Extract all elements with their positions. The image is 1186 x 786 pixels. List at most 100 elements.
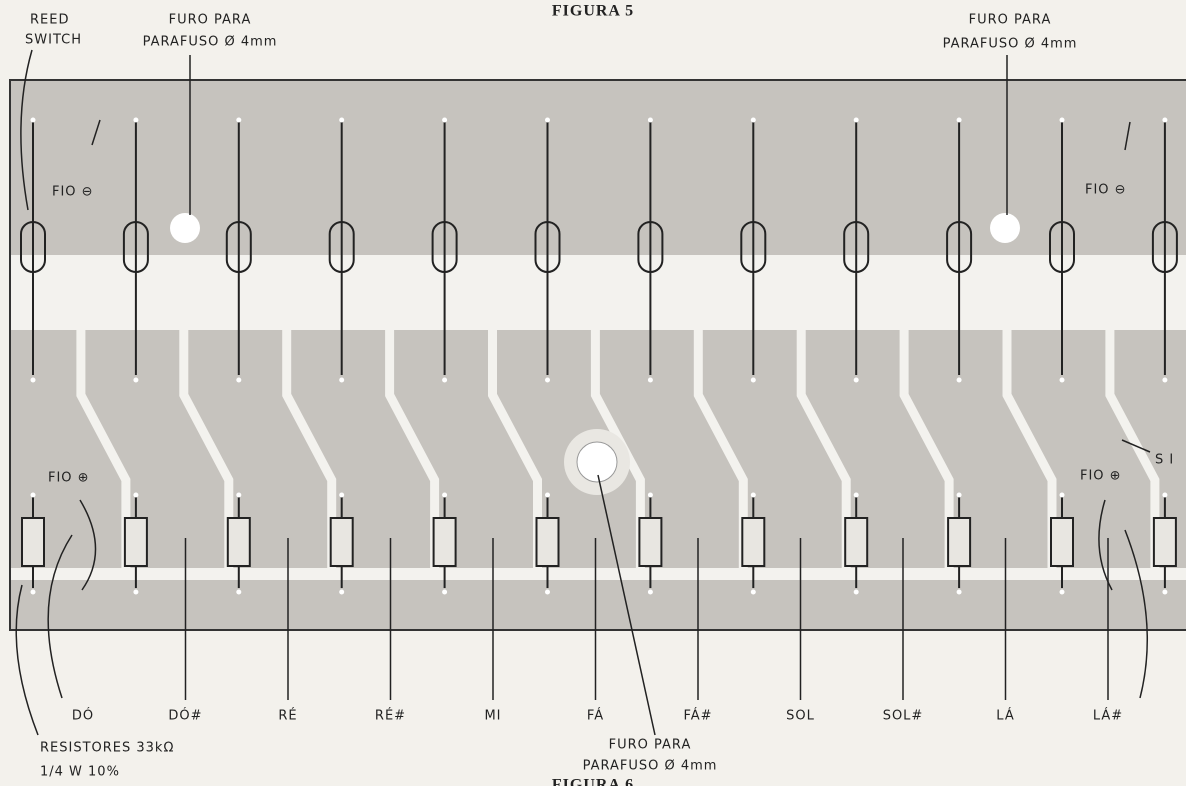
pad xyxy=(853,377,859,383)
pad xyxy=(133,492,139,498)
resistor xyxy=(329,517,354,567)
pad xyxy=(956,492,962,498)
pad xyxy=(133,589,139,595)
pad xyxy=(956,589,962,595)
pad xyxy=(647,377,653,383)
note-label: RÉ xyxy=(278,708,297,724)
resistor xyxy=(741,517,766,567)
reed-switch xyxy=(843,221,870,273)
pad xyxy=(1059,492,1065,498)
pad xyxy=(236,377,242,383)
label: SWITCH xyxy=(25,33,82,48)
resistor xyxy=(535,517,560,567)
resistor xyxy=(1050,517,1074,567)
pad xyxy=(545,492,550,498)
resistor xyxy=(226,517,251,567)
label: PARAFUSO Ø 4mm xyxy=(143,35,278,50)
pad xyxy=(1162,117,1168,123)
arrow xyxy=(15,584,39,736)
reed-switch xyxy=(1151,221,1178,273)
hole xyxy=(576,441,618,483)
pad xyxy=(853,117,859,123)
arrow xyxy=(79,499,97,591)
pad xyxy=(442,492,448,498)
note-label: RÉ# xyxy=(375,708,406,724)
label: FIO ⊖ xyxy=(1085,183,1127,198)
pad xyxy=(339,589,345,595)
arrow xyxy=(1124,529,1149,699)
arrow xyxy=(1124,121,1131,151)
label: PARAFUSO Ø 4mm xyxy=(583,759,718,774)
note-label: SOL# xyxy=(883,709,924,724)
pad xyxy=(30,117,36,123)
resistor xyxy=(844,517,869,567)
arrow xyxy=(597,474,656,736)
pad xyxy=(236,117,242,123)
pad xyxy=(750,377,756,383)
pad xyxy=(1059,377,1065,383)
note-label: MI xyxy=(484,709,501,724)
note-label: LÁ xyxy=(996,708,1014,724)
pad xyxy=(30,589,36,595)
reed-switch xyxy=(225,221,252,273)
reed-switch xyxy=(946,221,973,273)
note-label: LÁ# xyxy=(1093,708,1123,724)
resistor xyxy=(638,517,663,567)
label: FURO PARA xyxy=(169,13,252,28)
pad xyxy=(545,117,550,123)
reed-switch xyxy=(740,221,767,273)
note-label: SOL xyxy=(786,709,815,724)
pad xyxy=(750,117,756,123)
reed-switch xyxy=(1049,221,1075,273)
pad xyxy=(236,589,242,595)
pad xyxy=(339,117,345,123)
reed-switch xyxy=(20,221,46,273)
figure-title: FIGURA 6 xyxy=(552,777,634,786)
pad xyxy=(647,117,653,123)
white-strip xyxy=(11,568,1186,580)
pad xyxy=(442,589,448,595)
pad xyxy=(236,492,242,498)
note-label: DÓ xyxy=(72,708,94,724)
pad xyxy=(750,492,756,498)
reed-switch xyxy=(328,221,355,273)
pad xyxy=(30,492,36,498)
hole xyxy=(990,213,1020,243)
resistor xyxy=(1152,517,1177,567)
label: FURO PARA xyxy=(969,13,1052,28)
reed-switch xyxy=(637,221,664,273)
arrow xyxy=(47,534,73,699)
label: FURO PARA xyxy=(609,738,692,753)
pad xyxy=(1162,377,1168,383)
pad xyxy=(956,377,962,383)
reed-switch xyxy=(431,221,458,273)
note-label: FÁ xyxy=(587,708,604,724)
note-label: DÓ# xyxy=(168,708,202,724)
pad xyxy=(750,589,756,595)
reed-switch xyxy=(122,221,149,273)
pad xyxy=(30,377,36,383)
pad xyxy=(339,377,345,383)
pad xyxy=(853,492,859,498)
pad xyxy=(647,589,653,595)
note-label: FÁ# xyxy=(683,708,712,724)
pad xyxy=(339,492,345,498)
pad xyxy=(1059,117,1065,123)
resistor xyxy=(21,517,45,567)
label: RESISTORES 33kΩ xyxy=(40,741,174,756)
hole xyxy=(170,213,200,243)
arrow xyxy=(20,49,33,211)
pad xyxy=(1162,589,1168,595)
pad xyxy=(853,589,859,595)
pad xyxy=(545,589,550,595)
reed-switch xyxy=(534,221,561,273)
label: FIO ⊕ xyxy=(48,471,90,486)
label: S I xyxy=(1155,453,1174,468)
arrow xyxy=(1121,439,1151,453)
pad xyxy=(133,377,139,383)
label: PARAFUSO Ø 4mm xyxy=(943,37,1078,52)
label: FIO ⊕ xyxy=(1080,469,1122,484)
pad xyxy=(442,117,448,123)
white-band xyxy=(11,255,1186,330)
